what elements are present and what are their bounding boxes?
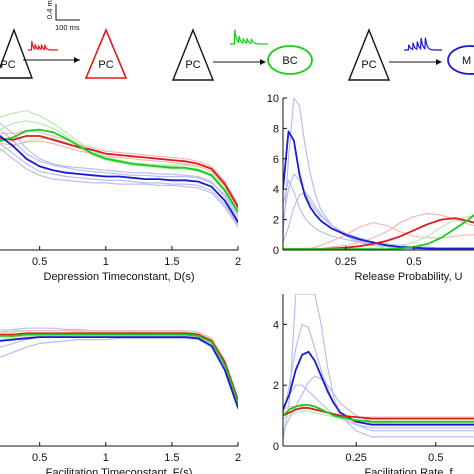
pre-triangle-3 [347, 28, 391, 81]
x-tick-label: 1.5 [164, 452, 179, 464]
faint-line-pc-m-faint-1 [283, 323, 474, 432]
post-label-2: BC [282, 55, 297, 67]
x-axis-label: Depression Timeconstant, D(s) [44, 271, 195, 283]
faint-line-pc-m-faint-0 [0, 122, 238, 221]
x-tick-label: 1 [103, 452, 109, 464]
faint-line-pc-m-faint-2 [283, 191, 474, 250]
arrow-head-1 [74, 57, 80, 63]
y-tick-label: 0 [273, 245, 279, 257]
faint-line-pc-m-faint-3 [0, 143, 238, 226]
x-tick-label: 1.5 [164, 256, 179, 268]
series-line-pc-bc-1 [0, 333, 238, 404]
plot-area [283, 294, 474, 441]
y-tick-label: 2 [273, 380, 279, 392]
schematic-header: PC PC 0.4 mV 100 ms PC BC PC [0, 0, 474, 81]
series-line-pc-pc-0 [0, 332, 238, 402]
y-tick-label: 0 [273, 441, 279, 453]
faint-line-pc-pc-faint-7 [0, 130, 238, 205]
pre-triangle-2 [171, 28, 215, 81]
series-line-pc-pc-1 [283, 407, 474, 420]
faint-line-pc-m-faint-3 [283, 179, 474, 250]
series-line-pc-bc-2 [283, 404, 474, 423]
x-tick-label: 0.25 [335, 256, 356, 268]
arrow-head-3 [436, 59, 442, 65]
x-tick-label: 0.5 [406, 256, 421, 268]
panel-fac-tau: 0.5 1 1.5 2 Facilitation Timeconstant, F(s) [0, 327, 241, 474]
panel-fac-rate: 0.25 0.5 0 2 4 Facilitation Rate, f [273, 294, 474, 474]
post-ellipse-bc [267, 45, 313, 75]
faint-line-pc-bc-faint-5 [283, 410, 474, 424]
scale-voltage-label: 0.4 mV [45, 0, 54, 19]
x-axis-label: Facilitation Timeconstant, F(s) [46, 467, 193, 474]
post-ellipse-m [447, 45, 474, 75]
x-tick-label: 0.5 [32, 452, 47, 464]
post-label-1: PC [98, 59, 113, 71]
arrow-head-2 [260, 59, 266, 65]
post-label-3: M [462, 55, 471, 67]
series-line-pc-pc-0 [0, 135, 238, 208]
x-tick-label: 0.5 [428, 452, 443, 464]
pre-label-3: PC [361, 59, 376, 71]
epsp-trace-green [230, 29, 268, 45]
epsp-trace-blue [404, 37, 442, 51]
y-tick-label: 2 [273, 215, 279, 227]
panel-release: 0.25 0.5 0 2 4 6 8 10 Release Probability, U [267, 93, 474, 283]
faint-line-pc-pc-faint-6 [0, 335, 238, 404]
x-tick-label: 0.5 [32, 256, 47, 268]
y-tick-label: 4 [273, 319, 279, 331]
pre-triangle-1 [0, 28, 34, 79]
y-tick-label: 10 [267, 93, 279, 105]
series-line-pc-bc-2 [283, 214, 474, 250]
series-line-pc-m-2 [0, 135, 238, 224]
plot-area [0, 110, 238, 228]
epsp-trace-red [28, 40, 58, 51]
x-axis-label: Release Probability, U [354, 271, 462, 283]
pre-label-2: PC [185, 59, 200, 71]
faint-line-pc-pc-faint-8 [0, 140, 238, 211]
post-triangle-pc [84, 27, 128, 79]
y-tick-label: 6 [273, 154, 279, 166]
panels: 0.5 1 1.5 2 Depression Timeconstant, D(s) 0.2… [0, 93, 474, 474]
pre-label-1: PC [0, 59, 15, 71]
y-tick-label: 4 [273, 184, 279, 196]
faint-line-pc-bc-faint-5 [0, 137, 238, 214]
plot-area [0, 327, 238, 409]
faint-line-pc-bc-faint-4 [0, 336, 238, 407]
schematic-pc-bc: PC BC [171, 28, 313, 81]
x-tick-label: 1 [103, 256, 109, 268]
schematic-pc-pc: PC PC 0.4 mV 100 ms [0, 0, 128, 79]
x-axis-label: Facilitation Rate, f [364, 467, 453, 474]
scale-bar [55, 4, 80, 21]
x-tick-label: 2 [235, 452, 241, 464]
series-line-pc-bc-1 [0, 128, 238, 213]
x-tick-label: 0.25 [346, 452, 367, 464]
faint-line-pc-pc-faint-5 [0, 330, 238, 399]
panel-depression: 0.5 1 1.5 2 Depression Timeconstant, D(s) [0, 110, 241, 283]
faint-line-pc-m-faint-2 [0, 129, 238, 217]
faint-line-pc-m-faint-1 [0, 148, 238, 228]
series-line-pc-m-0 [283, 350, 474, 426]
faint-line-pc-m-faint-0 [0, 337, 238, 409]
scale-time-label: 100 ms [55, 23, 80, 32]
y-tick-label: 8 [273, 123, 279, 135]
plot-area [283, 98, 474, 250]
series-line-pc-m-0 [283, 130, 474, 250]
series-line-pc-m-2 [0, 336, 238, 409]
schematic-pc-m: PC M [347, 28, 474, 81]
x-tick-label: 2 [235, 256, 241, 268]
